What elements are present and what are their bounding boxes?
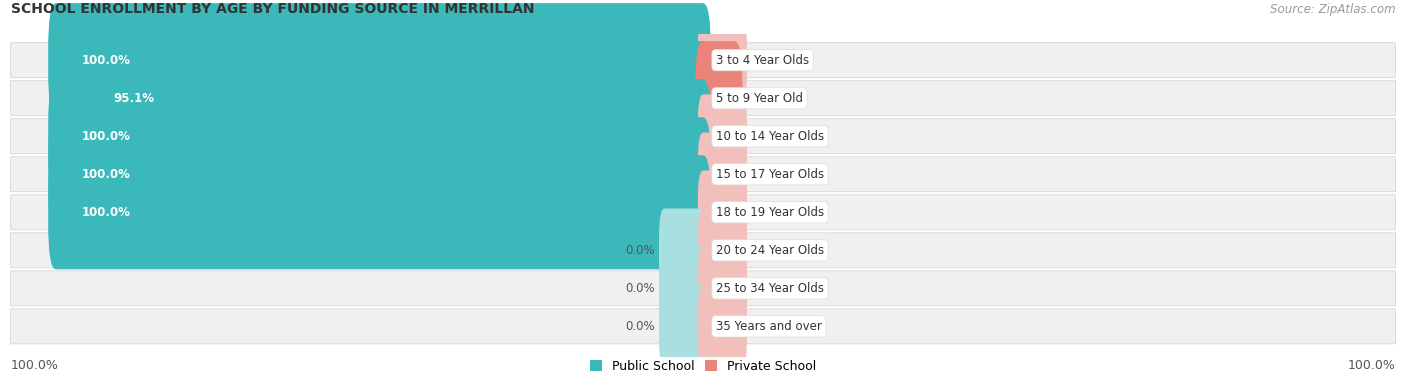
Text: 5 to 9 Year Old: 5 to 9 Year Old <box>716 92 803 105</box>
FancyBboxPatch shape <box>10 81 1396 116</box>
FancyBboxPatch shape <box>659 285 709 368</box>
FancyBboxPatch shape <box>48 155 711 270</box>
Text: 0.0%: 0.0% <box>752 320 782 333</box>
FancyBboxPatch shape <box>10 157 1396 192</box>
Text: 18 to 19 Year Olds: 18 to 19 Year Olds <box>716 206 824 219</box>
FancyBboxPatch shape <box>697 94 747 178</box>
FancyBboxPatch shape <box>48 117 711 231</box>
FancyBboxPatch shape <box>10 233 1396 268</box>
FancyBboxPatch shape <box>659 209 709 292</box>
FancyBboxPatch shape <box>48 3 711 117</box>
FancyBboxPatch shape <box>10 271 1396 306</box>
Text: 0.0%: 0.0% <box>624 244 654 257</box>
FancyBboxPatch shape <box>697 132 747 216</box>
Text: 0.0%: 0.0% <box>752 244 782 257</box>
Legend: Public School, Private School: Public School, Private School <box>586 356 820 376</box>
Text: 10 to 14 Year Olds: 10 to 14 Year Olds <box>716 130 824 143</box>
FancyBboxPatch shape <box>10 43 1396 78</box>
Text: 100.0%: 100.0% <box>82 168 131 181</box>
Text: 0.0%: 0.0% <box>752 206 782 219</box>
Text: 0.0%: 0.0% <box>752 130 782 143</box>
FancyBboxPatch shape <box>697 285 747 368</box>
FancyBboxPatch shape <box>697 170 747 254</box>
FancyBboxPatch shape <box>695 41 742 155</box>
FancyBboxPatch shape <box>10 119 1396 154</box>
Text: 0.0%: 0.0% <box>752 282 782 295</box>
Text: Source: ZipAtlas.com: Source: ZipAtlas.com <box>1270 3 1395 17</box>
FancyBboxPatch shape <box>697 19 747 102</box>
Text: 15 to 17 Year Olds: 15 to 17 Year Olds <box>716 168 824 181</box>
Text: 0.0%: 0.0% <box>752 54 782 67</box>
Text: 20 to 24 Year Olds: 20 to 24 Year Olds <box>716 244 824 257</box>
FancyBboxPatch shape <box>48 79 711 193</box>
Text: 95.1%: 95.1% <box>114 92 155 105</box>
FancyBboxPatch shape <box>10 195 1396 230</box>
Text: 4.9%: 4.9% <box>744 92 775 105</box>
Text: 35 Years and over: 35 Years and over <box>716 320 823 333</box>
Text: 100.0%: 100.0% <box>82 130 131 143</box>
FancyBboxPatch shape <box>80 41 711 155</box>
FancyBboxPatch shape <box>697 209 747 292</box>
Text: 100.0%: 100.0% <box>11 359 59 372</box>
Text: 0.0%: 0.0% <box>624 282 654 295</box>
Text: 0.0%: 0.0% <box>752 168 782 181</box>
Text: 3 to 4 Year Olds: 3 to 4 Year Olds <box>716 54 808 67</box>
Text: 25 to 34 Year Olds: 25 to 34 Year Olds <box>716 282 824 295</box>
Text: 0.0%: 0.0% <box>624 320 654 333</box>
Text: 100.0%: 100.0% <box>82 206 131 219</box>
FancyBboxPatch shape <box>10 309 1396 344</box>
FancyBboxPatch shape <box>697 246 747 330</box>
Text: SCHOOL ENROLLMENT BY AGE BY FUNDING SOURCE IN MERRILLAN: SCHOOL ENROLLMENT BY AGE BY FUNDING SOUR… <box>11 3 534 17</box>
Text: 100.0%: 100.0% <box>82 54 131 67</box>
FancyBboxPatch shape <box>659 246 709 330</box>
Text: 100.0%: 100.0% <box>1347 359 1395 372</box>
